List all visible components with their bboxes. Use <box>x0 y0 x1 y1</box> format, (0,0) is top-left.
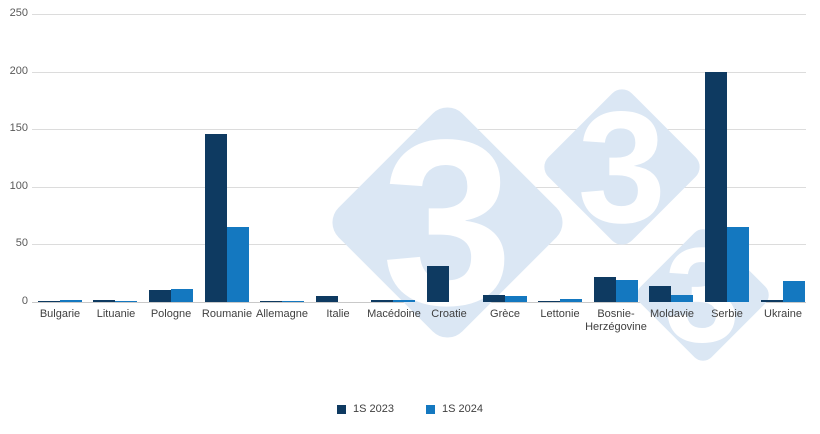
bar-pologne-1s-2023 <box>149 290 171 302</box>
category-label: Bosnie- Herzégovine <box>585 308 647 333</box>
bar-bulgarie-1s-2024 <box>60 300 82 302</box>
category-label: Grèce <box>490 308 520 320</box>
bar-lituanie-1s-2023 <box>93 300 115 302</box>
category-label: Ukraine <box>764 308 802 320</box>
category-label: Lituanie <box>96 308 136 320</box>
bar-lituanie-1s-2024 <box>115 301 137 302</box>
bar-ukraine-1s-2023 <box>761 300 783 302</box>
category-label: Macédoine <box>367 308 421 320</box>
y-tick-label: 100 <box>9 180 28 192</box>
watermark-3-glyph: 3 <box>381 89 513 354</box>
bar-grèce-1s-2023 <box>483 295 505 302</box>
bar-moldavie-1s-2024 <box>671 295 693 302</box>
legend-swatch <box>426 404 435 414</box>
bar-ukraine-1s-2024 <box>783 281 805 302</box>
y-tick-label: 50 <box>15 237 28 249</box>
category-label: Italie <box>326 308 350 320</box>
bar-bulgarie-1s-2023 <box>38 301 60 302</box>
legend-label: 1S 2024 <box>442 403 483 415</box>
legend-item-1s-2024: 1S 2024 <box>426 403 483 415</box>
bar-allemagne-1s-2024 <box>282 301 304 302</box>
legend-item-1s-2023: 1S 2023 <box>337 403 394 415</box>
bar-allemagne-1s-2023 <box>260 301 282 302</box>
gridline <box>32 14 806 15</box>
bar-croatie-1s-2023 <box>427 266 449 302</box>
category-label: Serbie <box>711 308 743 320</box>
bar-serbie-1s-2023 <box>705 72 727 302</box>
bar-bosnie--herzégovine-1s-2024 <box>616 280 638 302</box>
category-label: Moldavie <box>649 308 695 320</box>
chart-legend: 1S 2023 1S 2024 <box>0 403 820 415</box>
bar-italie-1s-2023 <box>316 296 338 302</box>
category-label: Croatie <box>431 308 467 320</box>
bar-macédoine-1s-2023 <box>371 300 393 302</box>
legend-swatch <box>337 404 347 414</box>
bar-bosnie--herzégovine-1s-2023 <box>594 277 616 302</box>
legend-label: 1S 2023 <box>353 403 394 415</box>
category-label: Allemagne <box>256 308 308 320</box>
category-label: Lettonie <box>540 308 580 320</box>
y-tick-label: 150 <box>9 122 28 134</box>
bar-roumanie-1s-2023 <box>205 134 227 302</box>
bar-serbie-1s-2024 <box>727 227 749 302</box>
bar-lettonie-1s-2023 <box>538 301 560 302</box>
y-tick-label: 0 <box>21 295 28 307</box>
y-tick-label: 200 <box>9 65 28 77</box>
y-tick-label: 250 <box>9 7 28 19</box>
watermark-3-glyph: 3 <box>577 77 667 256</box>
gridline <box>32 72 806 73</box>
category-label: Bulgarie <box>39 308 81 320</box>
bar-moldavie-1s-2023 <box>649 286 671 302</box>
bar-pologne-1s-2024 <box>171 289 193 302</box>
category-label: Roumanie <box>201 308 253 320</box>
bar-roumanie-1s-2024 <box>227 227 249 302</box>
bar-macédoine-1s-2024 <box>393 300 415 302</box>
category-label: Pologne <box>150 308 192 320</box>
bar-grèce-1s-2024 <box>505 296 527 302</box>
bar-lettonie-1s-2024 <box>560 299 582 302</box>
